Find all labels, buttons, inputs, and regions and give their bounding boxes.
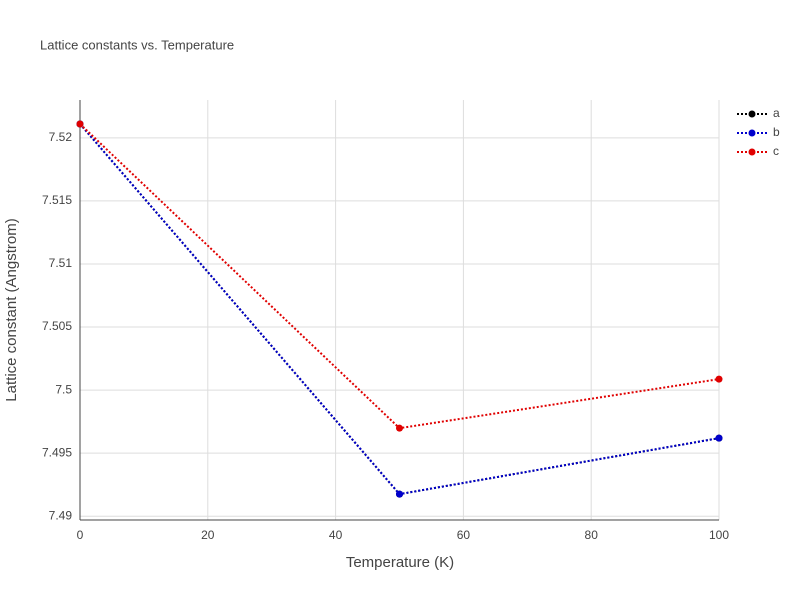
- legend-marker: [748, 129, 756, 137]
- y-tick-label: 7.51: [49, 256, 73, 270]
- data-point: [715, 434, 723, 442]
- y-tick-label: 7.495: [42, 445, 72, 459]
- legend-label: a: [773, 106, 780, 120]
- series-line: [79, 123, 720, 430]
- x-tick-label: 100: [709, 528, 729, 542]
- x-tick-label: 0: [77, 528, 84, 542]
- data-point: [76, 120, 84, 128]
- y-tick-label: 7.505: [42, 319, 72, 333]
- y-tick-label: 7.52: [49, 130, 73, 144]
- x-tick-label: 80: [585, 528, 599, 542]
- series-line: [79, 123, 720, 496]
- y-tick-label: 7.49: [49, 508, 73, 522]
- x-tick-label: 40: [329, 528, 343, 542]
- y-tick-label: 7.515: [42, 193, 72, 207]
- data-point: [396, 490, 403, 498]
- chart-title: Lattice constants vs. Temperature: [40, 37, 234, 52]
- y-tick-label: 7.5: [55, 382, 72, 396]
- data-point: [396, 424, 403, 432]
- x-tick-label: 60: [457, 528, 471, 542]
- legend-label: c: [773, 144, 779, 158]
- x-axis-title: Temperature (K): [346, 554, 454, 571]
- x-tick-label: 20: [201, 528, 215, 542]
- legend-label: b: [773, 125, 780, 139]
- data-point: [715, 375, 723, 383]
- legend-marker: [748, 110, 756, 118]
- series-line: [79, 123, 720, 496]
- y-axis-title: Lattice constant (Angstrom): [3, 218, 20, 401]
- legend-marker: [748, 148, 756, 156]
